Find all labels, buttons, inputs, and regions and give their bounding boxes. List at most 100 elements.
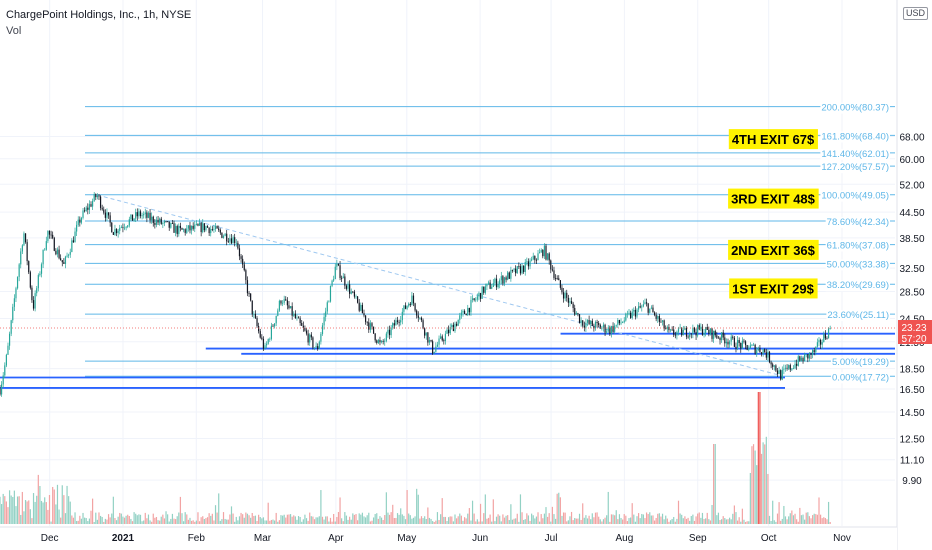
volume-bar xyxy=(93,521,95,524)
volume-bar xyxy=(826,519,828,524)
candle-body xyxy=(788,365,790,369)
candle-body xyxy=(424,328,426,336)
candle-body xyxy=(363,313,365,316)
volume-bar xyxy=(10,495,12,524)
volume-bar xyxy=(106,519,108,524)
volume-bar xyxy=(741,508,743,524)
candle-body xyxy=(515,268,517,274)
volume-bar xyxy=(770,520,772,524)
volume-bar xyxy=(379,516,381,524)
volume-bar xyxy=(318,516,320,524)
volume-bar xyxy=(84,517,86,524)
volume-bar xyxy=(44,497,46,524)
candle-body xyxy=(376,340,378,343)
exit-annotations[interactable]: 4TH EXIT 67$ 3RD EXIT 48$ 2ND EXIT 36$ 1ST … xyxy=(728,129,819,299)
candle-body xyxy=(572,303,574,309)
candle-body xyxy=(114,229,116,235)
candle-body xyxy=(269,338,271,340)
candle-body xyxy=(617,320,619,325)
volume-bar xyxy=(171,513,174,524)
fib-level-label: 0.00%(17.72) xyxy=(832,372,889,383)
candle-body xyxy=(235,242,237,244)
candle-body xyxy=(331,280,333,286)
volume-bar xyxy=(733,505,735,524)
symbol-title[interactable]: ChargePoint Holdings, Inc., 1h, NYSE xyxy=(6,9,192,21)
volume-bar xyxy=(743,519,745,524)
volume-bar xyxy=(2,493,4,524)
volume-bar xyxy=(331,521,333,524)
candle-body xyxy=(136,212,138,217)
candle-body xyxy=(307,333,309,343)
volume-bar xyxy=(655,517,657,524)
candle-body xyxy=(128,219,130,226)
volume-pane xyxy=(0,392,831,524)
candle-body xyxy=(182,229,185,231)
volume-bar xyxy=(607,491,609,524)
candle-body xyxy=(433,351,435,354)
price-tick-label: 12.50 xyxy=(899,435,924,446)
volume-bar xyxy=(810,518,812,524)
candle-body xyxy=(800,357,803,361)
volume-bar xyxy=(312,516,314,524)
volume-bar xyxy=(406,490,408,524)
candle-body xyxy=(760,352,763,354)
candle-body xyxy=(318,341,320,349)
volume-bar xyxy=(558,492,560,524)
volume-bar xyxy=(372,517,375,524)
volume-bar xyxy=(505,515,507,524)
candle-body xyxy=(483,286,485,293)
volume-bar xyxy=(131,521,134,524)
candle-body xyxy=(406,305,408,309)
volume-bar xyxy=(69,501,71,524)
volume-bar xyxy=(355,514,357,524)
candle-body xyxy=(695,331,697,336)
last-price-value: 23.23 xyxy=(901,323,926,334)
volume-bar xyxy=(451,516,453,524)
volume-bar xyxy=(441,498,443,524)
volume-bar xyxy=(165,511,167,524)
candle-body xyxy=(194,224,196,229)
bar-countdown: 57:20 xyxy=(901,334,926,345)
candle-body xyxy=(237,242,239,249)
candle-body xyxy=(598,323,600,325)
candle-body xyxy=(366,321,368,323)
trend-line[interactable] xyxy=(96,194,781,376)
volume-indicator-label[interactable]: Vol xyxy=(6,25,22,37)
volume-bar xyxy=(120,513,122,524)
candle-body xyxy=(748,348,750,350)
support-resistance-lines[interactable] xyxy=(0,332,895,389)
candle-body xyxy=(333,279,335,281)
volume-bar xyxy=(580,519,582,524)
volume-bar xyxy=(550,521,552,524)
fib-label-bg xyxy=(830,357,890,369)
candle-body xyxy=(254,313,257,319)
volume-bar xyxy=(258,514,260,524)
volume-bar xyxy=(111,513,113,524)
candle-body xyxy=(495,278,498,288)
candle-body xyxy=(400,320,402,323)
candle-body xyxy=(141,215,143,217)
candle-body xyxy=(395,320,397,326)
price-axis[interactable]: 68.0060.0052.0044.5038.5032.5028.5024.50… xyxy=(896,0,932,550)
candle-body xyxy=(339,265,341,278)
candle-body xyxy=(321,325,324,334)
candle-body xyxy=(639,306,641,308)
candle-body xyxy=(684,328,686,330)
volume-bar xyxy=(775,521,777,524)
currency-badge[interactable]: USD xyxy=(903,7,929,20)
candle-body xyxy=(176,226,178,235)
volume-bar xyxy=(760,453,763,524)
volume-bar xyxy=(561,515,563,524)
candle-body xyxy=(455,323,458,326)
fib-label-bg xyxy=(826,310,890,322)
exit-annotation-box xyxy=(728,188,819,209)
candle-body xyxy=(778,370,780,375)
candle-body xyxy=(283,299,285,303)
fib-level-label: 23.60%(25.11) xyxy=(827,310,889,321)
time-axis[interactable]: Dec 2021 Feb Mar Apr May Jun Jul Aug Sep Oct Nov xyxy=(0,526,897,550)
volume-bar xyxy=(58,509,60,524)
candle-body xyxy=(26,242,28,262)
volume-bar xyxy=(128,515,130,524)
time-tick-label: May xyxy=(397,533,416,544)
